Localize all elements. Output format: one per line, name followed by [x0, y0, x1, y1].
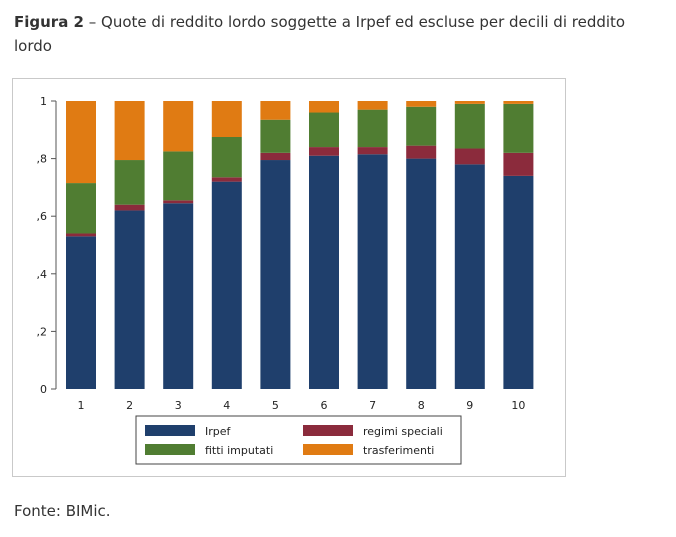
- figure-title-separator: –: [83, 13, 102, 31]
- bar-segment-Irpef-3: [163, 203, 194, 389]
- chart-frame: 0 ,2 ,4 ,6 ,8 1 1 2 3 4 5 6 7 8 9 10 Irpef regimi special…: [12, 78, 566, 477]
- bar-segment-regimi-speciali-7: [357, 147, 388, 155]
- legend-box: [135, 415, 462, 465]
- legend-swatch-fitti-imputati: [145, 444, 195, 455]
- x-tick-label: 2: [126, 399, 133, 412]
- bar-segment-Irpef-1: [66, 236, 96, 389]
- x-tick-label: 6: [321, 399, 328, 412]
- x-tick-label: 10: [511, 399, 525, 412]
- y-tick-label: ,4: [37, 268, 48, 281]
- y-tick-label: ,8: [37, 153, 48, 166]
- figure-label: Figura 2: [14, 13, 84, 31]
- legend-swatch-regimi-speciali: [303, 425, 353, 436]
- y-tick-label: 1: [40, 95, 47, 108]
- bar-segment-fitti-imputati-10: [503, 103, 534, 153]
- bar-segment-trasferimenti-3: [163, 101, 194, 152]
- bar-segment-fitti-imputati-8: [406, 106, 437, 146]
- bar-segment-trasferimenti-2: [114, 101, 145, 161]
- figure-title-text: Quote di reddito lordo soggette a Irpef …: [14, 13, 626, 55]
- legend-label: regimi speciali: [363, 425, 443, 438]
- bar-segment-regimi-speciali-6: [309, 147, 339, 156]
- bar-segment-trasferimenti-10: [503, 101, 534, 104]
- x-tick-label: 1: [78, 399, 85, 412]
- stacked-bar-chart: 0 ,2 ,4 ,6 ,8 1 1 2 3 4 5 6 7 8 9 10 Irpef regimi special…: [37, 95, 534, 465]
- bar-segment-Irpef-7: [357, 154, 388, 389]
- bar-segment-Irpef-4: [211, 181, 242, 389]
- bar-segment-fitti-imputati-7: [357, 109, 388, 148]
- bar-segment-regimi-speciali-1: [66, 233, 96, 237]
- y-tick-label: ,2: [37, 325, 48, 338]
- bar-segment-fitti-imputati-9: [454, 103, 485, 149]
- bar-segment-fitti-imputati-3: [163, 151, 194, 201]
- bar-segment-regimi-speciali-4: [211, 177, 242, 182]
- bar-segment-fitti-imputati-4: [211, 137, 242, 178]
- x-tick-label: 9: [466, 399, 473, 412]
- bar-segment-Irpef-8: [406, 158, 437, 389]
- legend-swatch-trasferimenti: [303, 444, 353, 455]
- bar-segment-fitti-imputati-6: [309, 112, 339, 148]
- x-tick-label: 5: [272, 399, 279, 412]
- legend-label: Irpef: [205, 425, 232, 438]
- bar-segment-regimi-speciali-2: [114, 204, 145, 211]
- x-tick-label: 7: [369, 399, 376, 412]
- bar-segment-regimi-speciali-9: [454, 148, 485, 165]
- bar-segment-trasferimenti-7: [357, 101, 388, 110]
- legend-label: trasferimenti: [363, 444, 434, 457]
- figure-title: Figura 2 – Quote di reddito lordo sogget…: [14, 10, 664, 58]
- bar-segment-trasferimenti-5: [260, 101, 291, 120]
- y-tick-label: ,6: [37, 210, 48, 223]
- bar-segment-fitti-imputati-2: [114, 160, 145, 205]
- bar-segment-Irpef-10: [503, 175, 534, 389]
- y-tick-label: 0: [40, 383, 47, 396]
- bar-segment-trasferimenti-1: [66, 101, 96, 184]
- bar-segment-trasferimenti-6: [309, 101, 339, 113]
- bar-segment-trasferimenti-9: [454, 101, 485, 104]
- bar-segment-Irpef-6: [309, 155, 339, 389]
- bar-segment-Irpef-5: [260, 160, 291, 389]
- bar-segment-trasferimenti-8: [406, 101, 437, 107]
- bar-segment-Irpef-2: [114, 210, 145, 389]
- bar-segment-regimi-speciali-8: [406, 145, 437, 159]
- x-tick-label: 8: [418, 399, 425, 412]
- bar-segment-regimi-speciali-5: [260, 152, 291, 161]
- bar-segment-trasferimenti-4: [211, 101, 242, 137]
- bar-segment-fitti-imputati-1: [66, 183, 96, 234]
- legend-label: fitti imputati: [205, 444, 273, 457]
- x-tick-label: 4: [223, 399, 230, 412]
- bar-segment-regimi-speciali-10: [503, 152, 534, 176]
- bar-segment-regimi-speciali-3: [163, 200, 194, 204]
- source-note: Fonte: BIMic.: [14, 502, 111, 520]
- x-tick-label: 3: [175, 399, 182, 412]
- bar-segment-fitti-imputati-5: [260, 119, 291, 153]
- bar-segment-Irpef-9: [454, 164, 485, 389]
- legend-swatch-Irpef: [145, 425, 195, 436]
